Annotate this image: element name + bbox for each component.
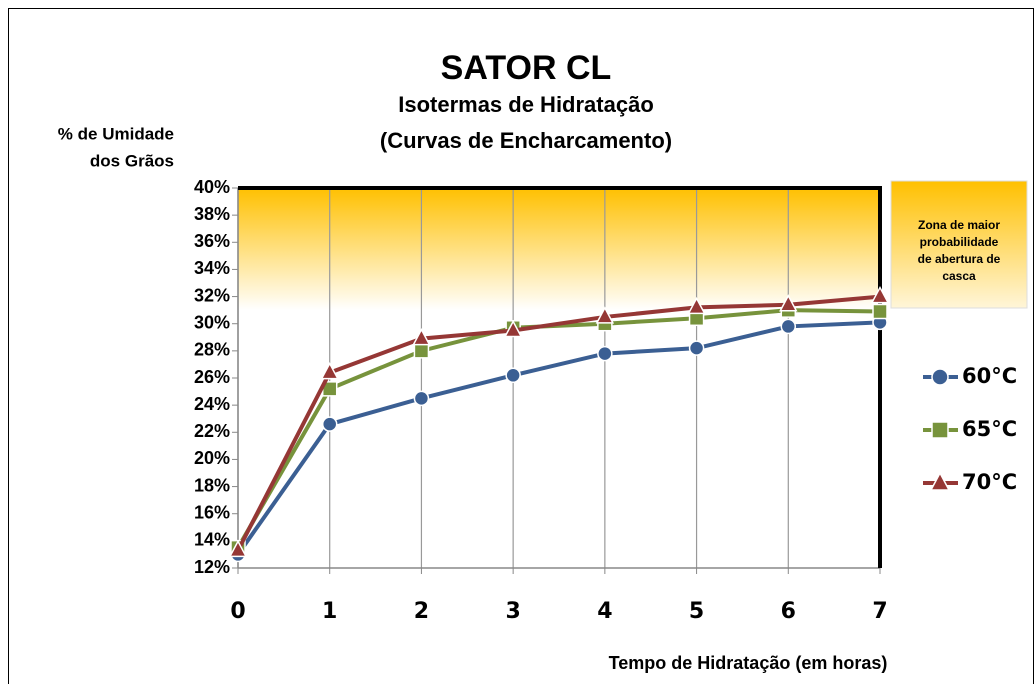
y-tick-label: 22%	[194, 421, 230, 441]
y-tick-label: 16%	[194, 502, 230, 522]
legend-marker	[931, 368, 949, 386]
y-tick-label: 36%	[194, 231, 230, 251]
annotation-text: casca	[942, 269, 976, 283]
point	[505, 367, 521, 384]
point	[228, 539, 248, 558]
y-tick-label: 28%	[194, 340, 230, 360]
legend-label: 60°C	[962, 364, 1017, 388]
legend-label: 65°C	[962, 417, 1017, 441]
series-points	[228, 285, 890, 558]
x-tick-label: 3	[505, 599, 520, 624]
x-axis-label: Tempo de Hidratação (em horas)	[609, 653, 888, 673]
x-tick-label: 5	[689, 599, 704, 624]
annotation-box	[890, 180, 1028, 309]
chart-title: SATOR CL	[441, 49, 612, 87]
point	[412, 328, 431, 346]
series-line	[236, 320, 881, 556]
point	[413, 390, 430, 407]
legend-marker	[931, 421, 949, 439]
chart-subtitle: Isotermas de Hidratação	[398, 92, 654, 117]
point	[597, 345, 613, 362]
y-tick-label: 32%	[194, 285, 230, 305]
y-tick-label: 26%	[194, 367, 230, 387]
y-tick-label: 12%	[194, 557, 230, 577]
annotation-text: probabilidade	[920, 235, 999, 249]
x-tick-label: 0	[230, 599, 245, 624]
point	[688, 340, 705, 356]
point	[870, 285, 890, 304]
y-tick-label: 34%	[194, 258, 230, 278]
y-axis-label: % de Umidade	[58, 124, 174, 143]
x-tick-label: 7	[872, 599, 887, 624]
point	[687, 296, 706, 315]
point	[872, 303, 888, 320]
chart-subtitle: (Curvas de Encharcamento)	[380, 128, 672, 153]
y-tick-label: 20%	[194, 448, 230, 468]
y-tick-label: 30%	[194, 312, 230, 332]
legend-label: 70°C	[962, 470, 1017, 494]
y-axis-label: dos Grãos	[90, 151, 174, 170]
point	[503, 319, 523, 338]
chart-border	[8, 8, 1034, 689]
x-tick-label: 1	[322, 599, 337, 624]
x-tick-label: 4	[597, 599, 612, 624]
y-tick-label: 38%	[194, 204, 230, 224]
point	[780, 318, 797, 335]
y-tick-label: 14%	[194, 530, 230, 550]
y-tick-label: 40%	[194, 177, 230, 197]
point	[595, 306, 615, 324]
y-tick-label: 18%	[194, 475, 230, 495]
x-tick-label: 6	[781, 599, 796, 624]
point	[779, 294, 798, 312]
x-tick-label: 2	[414, 599, 429, 624]
series-line	[236, 294, 881, 552]
annotation-text: Zona de maior	[918, 218, 1000, 232]
point	[320, 361, 339, 380]
highlight-band	[238, 188, 880, 311]
y-tick-label: 24%	[194, 394, 230, 414]
series-line	[236, 308, 881, 549]
annotation-text: de abertura de	[918, 252, 1001, 266]
point	[413, 343, 430, 359]
legend-marker	[929, 471, 951, 491]
point	[321, 416, 338, 432]
